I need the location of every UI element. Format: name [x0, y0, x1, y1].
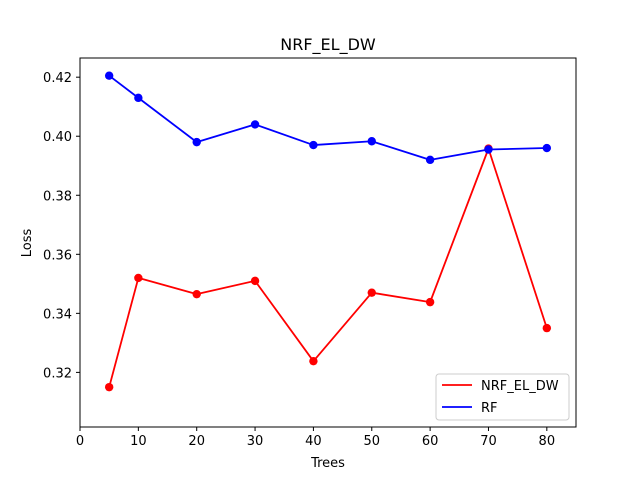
x-tick-label: 30: [247, 434, 264, 449]
x-tick-label: 40: [305, 434, 322, 449]
data-point-rf: [367, 137, 376, 146]
y-tick-label: 0.34: [43, 307, 72, 322]
x-tick-label: 50: [363, 434, 380, 449]
data-point-rf: [425, 155, 435, 165]
data-point-rf: [542, 143, 552, 153]
series-layer: [104, 71, 552, 392]
data-point-rf: [134, 93, 143, 103]
data-point-nrf-el-dw: [542, 323, 552, 333]
x-tick-label: 0: [76, 434, 84, 449]
y-tick-label: 0.36: [43, 248, 72, 263]
y-tick-label: 0.32: [43, 366, 72, 381]
data-point-nrf-el-dw: [192, 289, 201, 299]
data-point-rf: [250, 120, 260, 129]
legend: NRF_EL_DW RF: [435, 373, 570, 421]
legend-label-nrf-el-dw: NRF_EL_DW: [481, 379, 559, 394]
data-point-rf: [484, 145, 493, 154]
x-tick-label: 60: [422, 434, 439, 449]
data-point-nrf-el-dw: [134, 273, 143, 283]
data-point-rf: [309, 140, 318, 150]
series-line-nrf-el-dw: [108, 147, 548, 388]
x-axis-label: Trees: [310, 456, 345, 471]
legend-label-rf: RF: [481, 401, 498, 416]
x-tick-label: 80: [539, 434, 556, 449]
y-axis: 0.32 0.34 0.36 0.38 0.40 0.42: [43, 71, 80, 381]
data-point-nrf-el-dw: [104, 382, 114, 392]
x-tick-label: 70: [480, 434, 497, 449]
y-tick-label: 0.40: [43, 130, 72, 145]
series-line-rf: [108, 74, 547, 161]
y-tick-label: 0.38: [43, 189, 72, 204]
data-point-rf: [104, 71, 114, 80]
x-tick-label: 10: [130, 434, 147, 449]
y-tick-label: 0.42: [43, 71, 72, 86]
chart-title: NRF_EL_DW: [280, 35, 376, 55]
y-axis-label: Loss: [20, 229, 35, 258]
x-axis: 0 10 20 30 40 50 60 70 80: [76, 427, 555, 449]
x-tick-label: 20: [188, 434, 205, 449]
data-point-rf: [192, 137, 201, 147]
data-point-nrf-el-dw: [309, 356, 318, 366]
data-point-nrf-el-dw: [367, 288, 376, 297]
data-point-nrf-el-dw: [425, 297, 435, 307]
plot-frame: [79, 57, 577, 428]
data-point-nrf-el-dw: [250, 276, 260, 286]
